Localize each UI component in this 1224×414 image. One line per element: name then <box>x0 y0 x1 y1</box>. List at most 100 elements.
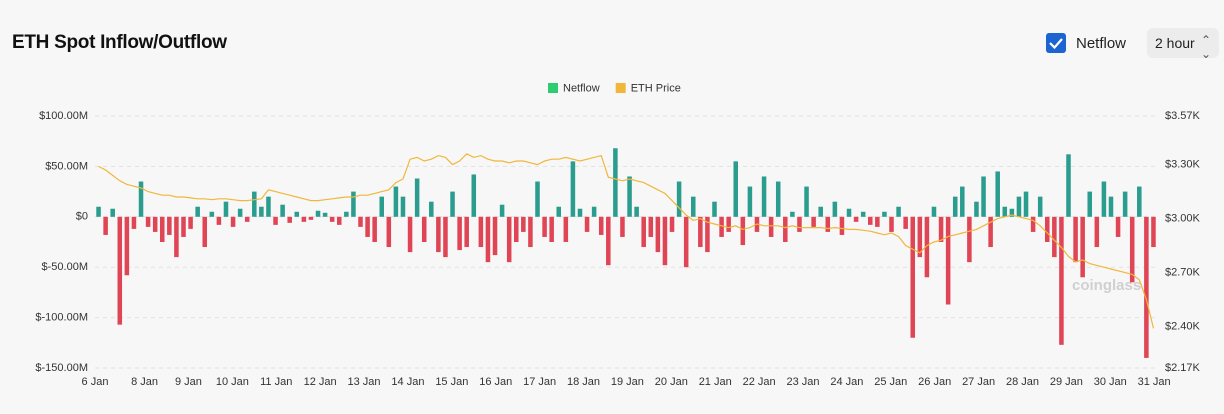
bar <box>860 211 866 217</box>
bar <box>1009 208 1015 217</box>
x-tick-label: 22 Jan <box>743 376 776 388</box>
bar <box>202 216 208 248</box>
bar <box>967 216 972 263</box>
y2-tick-label: $2.17K <box>1165 362 1201 374</box>
bar <box>344 211 349 217</box>
bar <box>648 216 654 237</box>
bar <box>521 216 526 232</box>
check-icon <box>1049 38 1063 50</box>
bar <box>1002 206 1008 217</box>
x-tick-label: 28 Jan <box>1006 376 1039 388</box>
bar <box>981 176 986 217</box>
checkbox[interactable] <box>1046 33 1066 53</box>
bar <box>230 216 236 227</box>
price-line <box>98 153 1155 329</box>
bar <box>846 208 852 217</box>
y-tick-label: $0 <box>76 211 88 223</box>
x-tick-label: 8 Jan <box>131 376 158 388</box>
y-tick-label: $50.00M <box>45 160 88 172</box>
bar <box>174 216 179 258</box>
bar <box>294 211 300 217</box>
bar <box>690 196 696 217</box>
watermark: coinglass <box>1072 277 1141 294</box>
bar <box>726 216 731 232</box>
y-tick-label: $-150.00M <box>35 362 88 374</box>
bar <box>768 216 774 237</box>
bar <box>995 171 1000 217</box>
bar <box>450 191 455 217</box>
bar <box>910 216 916 338</box>
bar <box>110 208 115 217</box>
bar <box>513 216 519 242</box>
bar <box>917 216 923 258</box>
bar <box>528 216 533 248</box>
x-tick-label: 17 Jan <box>523 376 556 388</box>
bar <box>549 216 554 242</box>
bar <box>209 211 215 217</box>
bar <box>945 216 951 305</box>
bar <box>570 161 576 217</box>
bar <box>988 216 993 248</box>
x-tick-label: 23 Jan <box>786 376 819 388</box>
bar <box>563 216 569 242</box>
bar <box>818 206 823 217</box>
bar <box>485 216 491 263</box>
bar <box>499 204 505 217</box>
bar <box>712 201 717 217</box>
bar <box>159 216 165 242</box>
bar <box>138 181 144 217</box>
bar <box>1037 196 1043 217</box>
bar <box>244 216 250 222</box>
bar <box>903 216 908 229</box>
bar <box>598 216 604 235</box>
bar <box>252 191 257 217</box>
bar <box>719 216 724 237</box>
y-tick-label: $-50.00M <box>42 261 88 273</box>
bar <box>266 196 271 217</box>
bar <box>1137 186 1142 217</box>
bar <box>889 216 894 232</box>
bar <box>698 216 703 248</box>
bar <box>556 206 562 217</box>
bar <box>152 216 158 232</box>
bar <box>1066 154 1071 217</box>
bar <box>259 206 264 217</box>
bar <box>429 201 434 217</box>
bar <box>315 210 321 217</box>
interval-select[interactable]: 2 hour ⌃ ⌄ <box>1147 28 1219 61</box>
bar <box>754 216 760 232</box>
bar <box>825 216 831 232</box>
bar <box>1144 216 1149 358</box>
bar <box>1080 216 1085 278</box>
y2-tick-label: $2.70K <box>1165 267 1201 279</box>
bar <box>747 186 753 217</box>
x-tick-label: 12 Jan <box>304 376 337 388</box>
y2-tick-label: $2.40K <box>1165 321 1201 333</box>
bar <box>464 216 469 248</box>
bar <box>811 216 816 227</box>
bar <box>1030 216 1036 232</box>
bar <box>931 206 937 217</box>
checkbox-label[interactable]: Netflow <box>1076 35 1127 52</box>
bar <box>443 216 448 258</box>
bar <box>393 186 399 217</box>
interval-value: 2 hour <box>1155 35 1195 51</box>
bar <box>938 216 944 242</box>
bar <box>301 216 307 222</box>
bar <box>960 186 965 217</box>
y2-tick-label: $3.00K <box>1165 213 1201 225</box>
bar <box>223 201 229 217</box>
x-tick-label: 30 Jan <box>1094 376 1127 388</box>
y-tick-label: $-100.00M <box>35 312 88 324</box>
bar <box>832 201 838 217</box>
bar <box>606 216 611 266</box>
bar <box>131 216 137 229</box>
bar <box>414 178 420 217</box>
bar <box>372 216 377 242</box>
bar <box>478 216 484 248</box>
x-tick-label: 10 Jan <box>216 376 249 388</box>
bar <box>280 204 285 217</box>
bar <box>322 212 328 217</box>
bar <box>287 216 292 223</box>
